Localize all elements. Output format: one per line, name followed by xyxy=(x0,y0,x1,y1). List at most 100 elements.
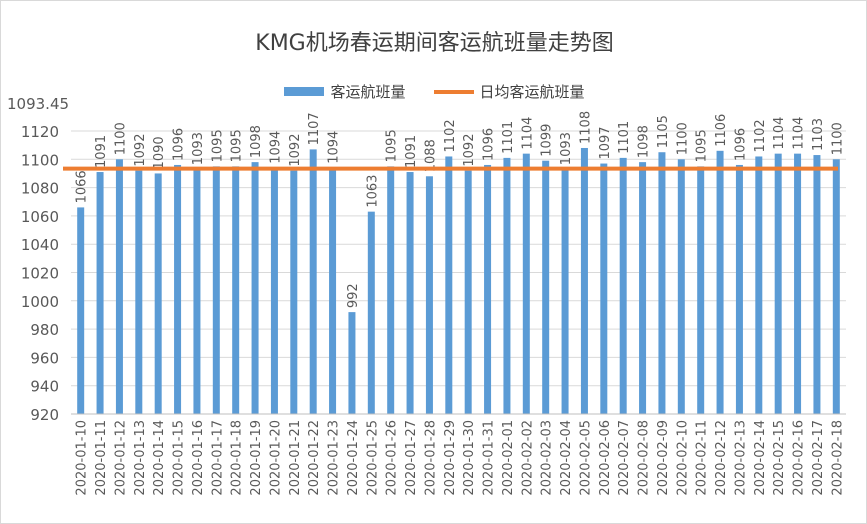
x-tick-label: 2020-01-14 xyxy=(152,420,167,496)
x-tick-label: 2020-01-12 xyxy=(113,420,128,496)
x-tick-label: 2020-02-15 xyxy=(772,420,787,496)
x-tick-label: 2020-01-27 xyxy=(404,420,419,496)
data-label: 1104 xyxy=(520,117,535,150)
bar xyxy=(154,173,162,414)
x-tick-label: 2020-01-26 xyxy=(385,420,400,496)
y-tick-label: 1060 xyxy=(21,208,59,226)
bar xyxy=(193,169,201,414)
x-tick-label: 2020-01-23 xyxy=(327,420,342,496)
x-tick-label: 2020-02-01 xyxy=(501,420,516,496)
data-label: 1095 xyxy=(210,129,225,162)
bar xyxy=(755,156,763,414)
x-tick-label: 2020-02-05 xyxy=(578,420,593,496)
bar xyxy=(96,172,104,414)
bar xyxy=(522,153,530,414)
y-tick-label: 1100 xyxy=(21,151,59,169)
x-tick-label: 2020-01-15 xyxy=(172,420,187,496)
bar xyxy=(813,155,821,414)
x-tick-label: 2020-02-03 xyxy=(540,420,555,496)
x-tick-label: 2020-01-29 xyxy=(443,420,458,496)
y-tick-label: 1000 xyxy=(21,293,59,311)
bar xyxy=(309,149,317,414)
chart-title: KMG机场春运期间客运航班量走势图 xyxy=(255,31,614,56)
data-label: 1097 xyxy=(598,126,613,159)
x-tick-label: 2020-01-10 xyxy=(75,420,90,496)
x-tick-label: 2020-02-16 xyxy=(792,420,807,496)
data-label: 1101 xyxy=(617,121,632,154)
legend-swatch-line xyxy=(433,89,474,94)
x-tick-label: 2020-01-24 xyxy=(346,420,361,496)
bar xyxy=(367,211,375,414)
data-label: 1092 xyxy=(288,134,303,167)
data-label: 1106 xyxy=(714,114,729,147)
data-label: 1096 xyxy=(172,128,187,161)
bar xyxy=(348,312,356,414)
bar xyxy=(774,153,782,414)
data-label: 1094 xyxy=(327,131,342,164)
x-tick-label: 2020-02-07 xyxy=(617,420,632,496)
data-label: 1105 xyxy=(656,115,671,148)
data-label: 1093 xyxy=(191,132,206,165)
bar xyxy=(406,172,414,414)
x-tick-label: 2020-01-28 xyxy=(423,420,438,496)
bar xyxy=(290,170,298,414)
bar xyxy=(639,162,647,414)
legend-label-line: 日均客运航班量 xyxy=(479,83,585,101)
legend-swatch-bar xyxy=(284,87,325,96)
data-label: 1090 xyxy=(152,136,167,169)
x-tick-label: 2020-01-17 xyxy=(210,420,225,496)
data-label: 1096 xyxy=(733,128,748,161)
bar xyxy=(174,164,182,414)
bar xyxy=(115,159,123,414)
bar xyxy=(697,166,705,414)
data-label: 1100 xyxy=(113,122,128,155)
data-label: 1101 xyxy=(501,121,516,154)
x-tick-label: 2020-01-30 xyxy=(462,420,477,496)
data-label: 1099 xyxy=(540,124,555,157)
data-label: 1095 xyxy=(695,129,710,162)
bar xyxy=(251,162,259,414)
x-tick-label: 2020-02-08 xyxy=(637,420,652,496)
data-label: 1107 xyxy=(307,112,322,145)
x-tick-label: 2020-02-09 xyxy=(656,420,671,496)
data-label: 1098 xyxy=(249,125,264,158)
average-label: 1093.45 xyxy=(7,95,69,113)
bar xyxy=(735,164,743,414)
x-tick-label: 2020-02-13 xyxy=(733,420,748,496)
y-tick-label: 1120 xyxy=(21,123,59,141)
bar xyxy=(232,166,240,414)
data-label: 1093 xyxy=(559,132,574,165)
x-tick-label: 2020-02-12 xyxy=(714,420,729,496)
y-tick-label: 1040 xyxy=(21,236,59,254)
x-tick-label: 2020-01-19 xyxy=(249,420,264,496)
y-tick-label: 980 xyxy=(30,321,59,339)
bar xyxy=(619,157,627,414)
data-label: 1102 xyxy=(753,119,768,152)
data-label: 1104 xyxy=(772,117,787,150)
y-tick-label: 940 xyxy=(30,378,59,396)
x-tick-label: 2020-01-22 xyxy=(307,420,322,496)
x-tick-label: 2020-01-11 xyxy=(94,420,109,496)
bar xyxy=(464,170,472,414)
x-tick-label: 2020-02-02 xyxy=(520,420,535,496)
bar xyxy=(445,156,453,414)
data-label: 1102 xyxy=(443,119,458,152)
legend-item-line: 日均客运航班量 xyxy=(433,81,585,102)
y-tick-label: 1020 xyxy=(21,265,59,283)
bar xyxy=(425,176,433,414)
data-label: 992 xyxy=(346,283,361,308)
bar xyxy=(561,169,569,414)
data-label: 1100 xyxy=(675,122,690,155)
data-label: 1108 xyxy=(578,111,593,144)
data-label: 1066 xyxy=(75,170,90,203)
data-label: 1104 xyxy=(792,117,807,150)
data-label: 1094 xyxy=(268,131,283,164)
data-label: 1100 xyxy=(830,122,845,155)
x-tick-label: 2020-02-10 xyxy=(675,420,690,496)
x-tick-label: 2020-02-04 xyxy=(559,420,574,496)
x-tick-label: 2020-01-13 xyxy=(133,420,148,496)
y-tick-label: 920 xyxy=(30,406,59,424)
bar xyxy=(212,166,220,414)
